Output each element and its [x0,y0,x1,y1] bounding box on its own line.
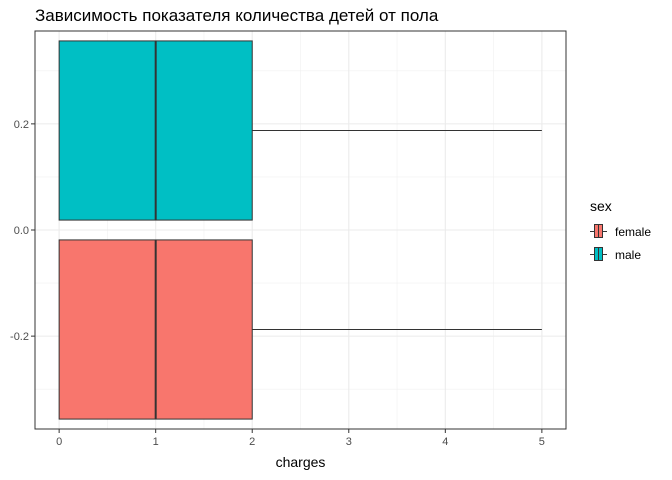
chart-title: Зависимость показателя количества детей … [35,6,439,25]
legend-label-male: male [615,247,642,262]
y-tick-label-0: -0.2 [10,331,29,343]
legend-item-female: female [590,220,651,243]
x-tick-label-2: 2 [249,436,255,448]
legend-key-female [590,223,607,240]
y-tick-label-2: 0.2 [14,119,29,131]
x-tick-label-4: 4 [442,436,448,448]
y-tick-label-1: 0.0 [14,225,29,237]
legend-title: sex [590,198,612,214]
legend-label-female: female [615,224,652,239]
x-tick-label-3: 3 [346,436,352,448]
x-tick-label-1: 1 [153,436,159,448]
legend: sex female male [590,198,651,266]
legend-key-male [590,246,607,263]
x-tick-label-5: 5 [539,436,545,448]
x-axis-title: charges [276,454,326,470]
x-tick-label-0: 0 [56,436,62,448]
legend-item-male: male [590,243,651,266]
